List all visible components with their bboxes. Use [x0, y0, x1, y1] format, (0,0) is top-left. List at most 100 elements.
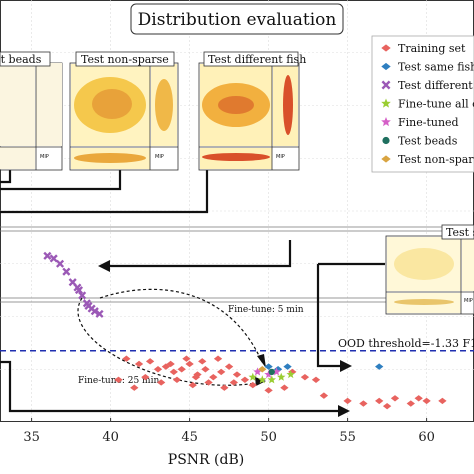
- legend-marker: [381, 155, 391, 163]
- fine-tune-arrows: [77, 288, 263, 386]
- mip-label: MIP: [276, 154, 285, 160]
- data-point: [258, 375, 267, 384]
- data-point: [422, 397, 431, 405]
- series-5: [268, 368, 275, 376]
- inset-connectors: [0, 170, 443, 413]
- data-points: [43, 251, 447, 410]
- data-point: [390, 395, 400, 402]
- mip-label: MIP: [155, 154, 164, 160]
- data-point: [217, 368, 226, 376]
- arrowhead-beads: [338, 405, 350, 417]
- mip-label: MIP: [464, 298, 473, 304]
- data-point: [172, 376, 182, 383]
- data-point: [78, 291, 87, 300]
- data-point: [182, 355, 191, 362]
- x-tick-label: 45: [181, 430, 198, 445]
- inset-title-diff-fish: Test different fish: [208, 53, 306, 66]
- x-tick-label: 35: [23, 430, 40, 445]
- data-point: [253, 367, 262, 376]
- data-point: [141, 373, 150, 381]
- legend-label: Training set: [398, 42, 466, 55]
- data-point: [145, 358, 155, 365]
- data-point: [268, 368, 275, 376]
- inset-title-same-fish: Test same fish li: [446, 226, 474, 239]
- arrowhead-same-fish: [340, 360, 352, 372]
- data-point: [220, 384, 229, 391]
- series-3: [248, 370, 295, 384]
- data-point: [248, 372, 258, 381]
- x-tick-label: 40: [102, 430, 119, 445]
- data-point: [166, 360, 175, 368]
- data-point: [319, 392, 329, 399]
- data-point: [122, 355, 131, 362]
- data-point: [204, 379, 213, 386]
- data-point: [258, 366, 267, 373]
- data-point: [90, 307, 99, 316]
- data-point: [343, 397, 352, 405]
- data-point: [406, 400, 415, 407]
- ood-threshold-label: OOD threshold=-1.33 F1=: [338, 337, 474, 350]
- series-0: [114, 355, 447, 410]
- data-point: [375, 363, 384, 370]
- inset-title-beads: Test beads: [0, 53, 42, 66]
- data-point: [280, 384, 289, 391]
- data-point: [264, 387, 273, 394]
- series-4: [253, 367, 281, 379]
- series-2: [43, 251, 104, 318]
- chart-title: Distribution evaluation: [138, 10, 337, 30]
- data-point: [198, 358, 207, 365]
- data-point: [134, 360, 144, 368]
- data-point: [43, 251, 52, 260]
- data-point: [191, 373, 201, 381]
- inset-test-same-fish: MIP: [385, 235, 474, 315]
- data-point: [177, 366, 186, 373]
- legend-marker: [381, 62, 391, 71]
- data-point: [414, 395, 423, 402]
- data-point: [185, 360, 194, 368]
- data-point: [224, 363, 234, 370]
- legend-label: Fine-tune all checkpoints: [398, 98, 474, 111]
- inset-title-box-non-sparse: [75, 51, 175, 67]
- data-point: [264, 370, 273, 379]
- inset-test-different-fish: MIP: [198, 62, 300, 171]
- data-point: [283, 363, 292, 370]
- data-point: [153, 366, 163, 373]
- data-point: [240, 376, 250, 383]
- data-point: [286, 370, 295, 379]
- data-point: [248, 381, 257, 389]
- inset-title-non-sparse: Test non-sparse: [81, 53, 169, 66]
- mip-label: MIP: [40, 154, 49, 160]
- data-point: [272, 367, 281, 376]
- data-point: [267, 375, 276, 384]
- data-point: [438, 397, 447, 405]
- chart-title-box: [130, 3, 344, 35]
- data-point: [375, 397, 384, 405]
- x-axis-label: PSNR (dB): [168, 452, 244, 468]
- arrowhead-diff-fish: [98, 260, 110, 272]
- data-point: [209, 373, 218, 381]
- data-point: [232, 371, 242, 378]
- inset-title-box-same-fish: [441, 224, 474, 240]
- inset-test-beads: MIP: [0, 62, 63, 171]
- legend-label: Fine-tuned: [398, 116, 459, 129]
- data-point: [157, 379, 166, 386]
- data-point: [169, 368, 178, 376]
- legend-label: Test same fish: [398, 61, 474, 74]
- x-tick-label: 50: [260, 430, 277, 445]
- inset-test-non-sparse: MIP: [69, 62, 179, 171]
- x-axis-ticks: 35 40 45 50 55 60: [23, 418, 435, 445]
- legend-label: Test different fish: [398, 79, 474, 92]
- data-point: [311, 376, 321, 383]
- data-point: [114, 376, 123, 383]
- data-point: [213, 355, 223, 362]
- legend-marker: [381, 117, 391, 127]
- data-point: [188, 381, 197, 389]
- data-point: [49, 254, 58, 263]
- legend-marker: [381, 80, 391, 90]
- legend-marker: [381, 98, 391, 108]
- data-point: [55, 259, 65, 268]
- legend-label: Test beads: [398, 135, 458, 148]
- legend: Training set Test same fish Test different…: [371, 35, 474, 173]
- legend-label: Test non-sparse: [398, 153, 474, 166]
